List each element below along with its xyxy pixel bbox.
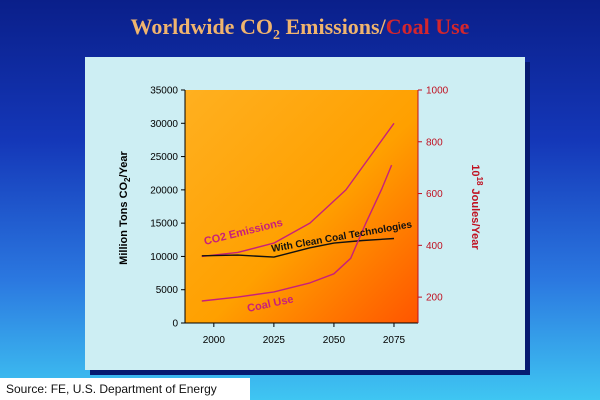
y-left-axis-label: Million Tons CO2/Year [118, 150, 132, 264]
co2-emissions-line [201, 122, 395, 258]
plot-area [185, 90, 418, 323]
x-tick-label: 2025 [263, 335, 286, 346]
title-part3: Coal Use [385, 14, 470, 39]
y-right-tick-label: 400 [426, 241, 443, 252]
y-right-tick-label: 200 [426, 293, 443, 304]
x-tick-label: 2050 [323, 335, 346, 346]
coal-use-line [201, 164, 393, 302]
y-left-tick-label: 5000 [156, 285, 179, 296]
y-left-tick-label: 25000 [150, 152, 178, 163]
y-right-tick-label: 1000 [426, 86, 449, 97]
x-tick-label: 2000 [203, 335, 226, 346]
x-tick-label: 2075 [383, 335, 406, 346]
title-part2: Emissions/ [279, 14, 386, 39]
y-left-tick-label: 10000 [150, 252, 178, 263]
y-right-tick-label: 800 [426, 137, 443, 148]
y-left-tick-label: 15000 [150, 219, 178, 230]
y-right-axis-label: 1018 Joules/Year [469, 164, 484, 250]
y-left-tick-label: 35000 [150, 86, 178, 97]
chart-title: Worldwide CO2 Emissions/Coal Use [0, 14, 600, 43]
title-part1: Worldwide CO [130, 14, 273, 39]
clean-coal-line [201, 237, 395, 258]
y-left-tick-label: 0 [172, 319, 178, 330]
y-left-tick-label: 20000 [150, 185, 178, 196]
y-left-tick-label: 30000 [150, 119, 178, 130]
title-subscript: 2 [272, 28, 280, 43]
y-right-tick-label: 600 [426, 189, 443, 200]
source-caption: Source: FE, U.S. Department of Energy [0, 378, 250, 400]
